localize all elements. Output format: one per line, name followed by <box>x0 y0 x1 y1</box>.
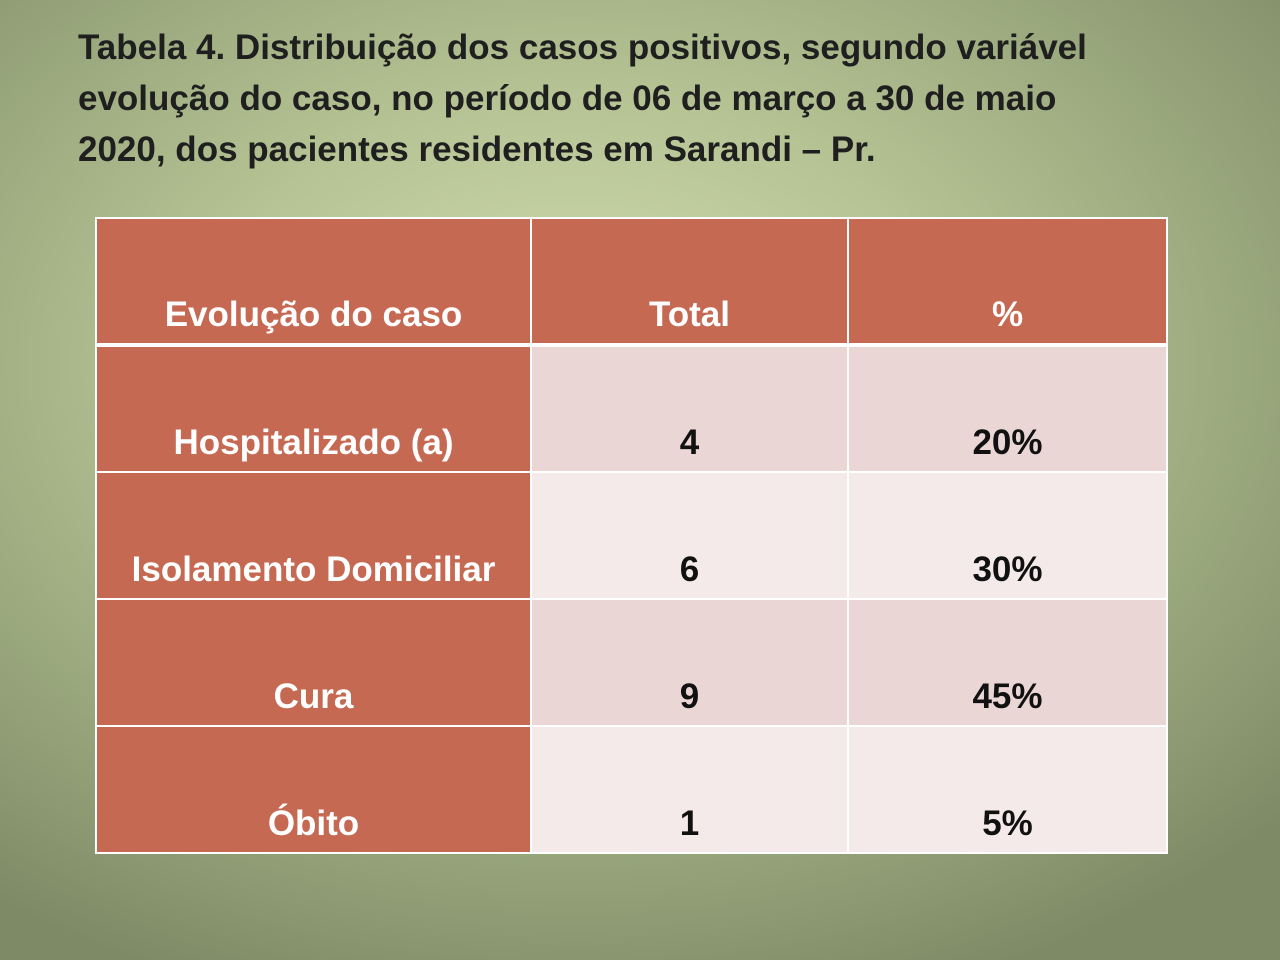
table-row: Hospitalizado (a) 4 20% <box>95 344 1168 473</box>
slide-title: Tabela 4. Distribuição dos casos positiv… <box>78 22 1198 175</box>
column-header-total: Total <box>530 217 849 347</box>
row-label: Cura <box>95 598 532 727</box>
percent-cell: 5% <box>847 725 1168 854</box>
title-line-2: evolução do caso, no período de 06 de ma… <box>78 79 1057 118</box>
percent-cell: 45% <box>847 598 1168 727</box>
total-cell: 9 <box>530 598 849 727</box>
data-table: Evolução do caso Total % Hospitalizado (… <box>95 217 1168 854</box>
total-cell: 6 <box>530 471 849 600</box>
row-label: Isolamento Domiciliar <box>95 471 532 600</box>
total-cell: 1 <box>530 725 849 854</box>
title-line-1: Tabela 4. Distribuição dos casos positiv… <box>78 28 1087 67</box>
column-header-evolucao: Evolução do caso <box>95 217 532 347</box>
total-cell: 4 <box>530 344 849 473</box>
percent-cell: 20% <box>847 344 1168 473</box>
table-row: Isolamento Domiciliar 6 30% <box>95 471 1168 600</box>
row-label: Hospitalizado (a) <box>95 344 532 473</box>
percent-cell: 30% <box>847 471 1168 600</box>
table-row: Óbito 1 5% <box>95 725 1168 854</box>
table-row: Cura 9 45% <box>95 598 1168 727</box>
column-header-percent: % <box>847 217 1168 347</box>
row-label: Óbito <box>95 725 532 854</box>
title-line-3: 2020, dos pacientes residentes em Sarand… <box>78 130 876 169</box>
table-header-row: Evolução do caso Total % <box>95 217 1168 347</box>
